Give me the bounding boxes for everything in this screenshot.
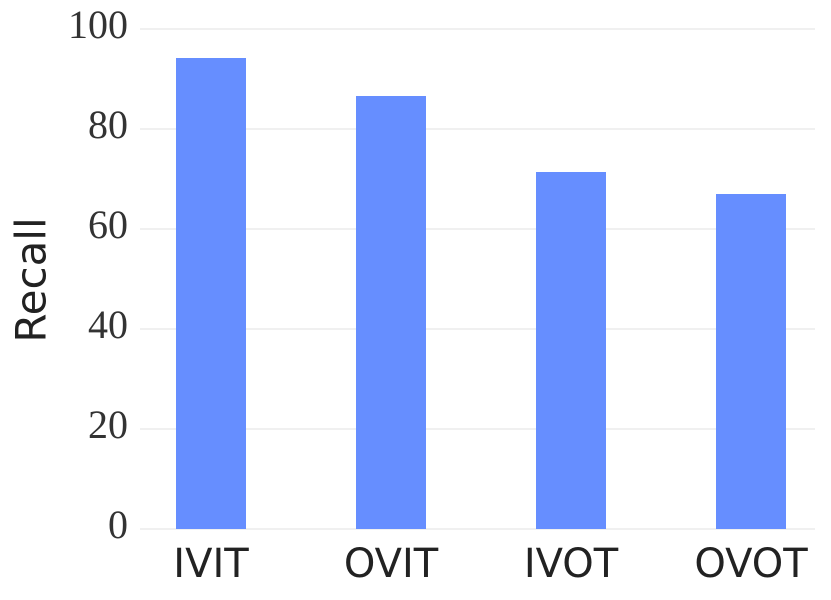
y-tick-label: 100: [68, 2, 128, 47]
x-tick-label: OVOT: [694, 541, 808, 587]
x-tick-label: IVOT: [524, 541, 619, 587]
bar: [176, 58, 246, 529]
x-tick-label: OVIT: [344, 541, 439, 587]
y-tick-label: 0: [108, 502, 128, 547]
y-tick-label: 60: [88, 202, 128, 247]
y-tick-label: 40: [88, 302, 128, 347]
y-tick-label: 80: [88, 102, 128, 147]
bar: [716, 194, 786, 529]
x-tick-label: IVIT: [173, 541, 249, 587]
y-tick-label: 20: [88, 402, 128, 447]
bar: [536, 172, 606, 529]
bar: [356, 96, 426, 529]
y-axis-label: Recall: [7, 217, 56, 342]
